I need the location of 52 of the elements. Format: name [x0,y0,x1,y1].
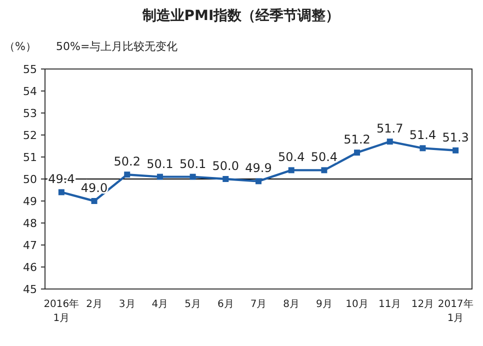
x-tick-label: 5月 [184,299,201,310]
point [321,167,328,174]
y-axis-title: （%） [4,40,36,53]
x-tick-label: 8月 [283,299,300,310]
point [190,174,196,180]
point [222,176,229,182]
text: 49.9 [245,161,272,176]
y-tick-label: 55 [23,63,37,76]
point [58,189,64,196]
x-tick-label: 2月 [86,299,102,310]
text: 50.4 [310,150,338,164]
chart-title: 制造业PMI指数（经季节调整） [141,7,340,24]
x-tick-label: 2017年 1月 [438,298,474,324]
text: 50.2 [114,154,140,169]
point [354,150,360,156]
text: 50.1 [146,156,174,171]
x-tick-label: 4月 [152,299,168,310]
point [452,147,459,154]
y-tick-label: 53 [23,107,37,120]
point [420,145,426,152]
point [288,167,294,174]
text: 51.3 [442,130,469,144]
point [124,172,130,178]
y-tick-label: 52 [23,129,37,142]
y-tick-label: 47 [23,239,37,252]
x-tick-label: 11月 [378,299,402,310]
point [386,138,393,145]
point [256,178,262,184]
text: 49.0 [80,181,108,195]
y-tick-label: 50 [23,173,37,186]
x-tick-label: 2016年 1月 [44,298,80,324]
text: 50%=与上月比较无变化 [56,40,178,53]
text: 50.1 [179,156,206,171]
x-tick-label: 6月 [217,299,234,310]
text: 50.0 [212,159,240,173]
y-tick-label: 49 [23,195,37,208]
point [156,174,163,180]
y-tick-label: 51 [23,151,37,164]
y-tick-label: 45 [23,283,37,296]
x-tick-label: 12月 [411,299,434,310]
text: 51.2 [344,132,370,147]
text: 50.4 [278,150,305,164]
y-tick-label: 54 [23,85,37,98]
y-tick-label: 48 [23,217,37,230]
x-tick-label: 7月 [250,299,267,310]
text: 51.7 [376,122,404,136]
y-tick-label: 46 [23,261,37,274]
x-tick-label: 3月 [118,299,136,310]
text: 51.4 [409,128,436,142]
x-tick-label: 10月 [346,299,368,310]
point [91,198,98,204]
x-tick-label: 9月 [316,299,332,310]
